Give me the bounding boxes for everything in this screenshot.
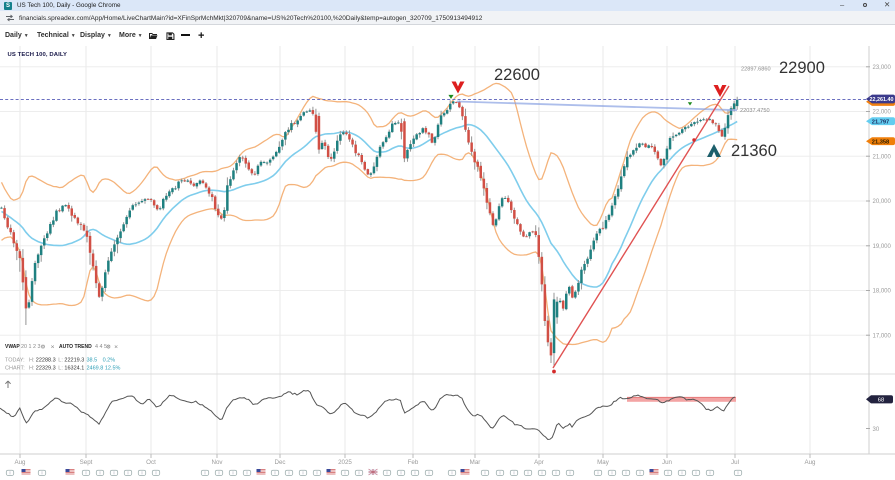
svg-text:22219.3: 22219.3: [64, 358, 84, 364]
svg-text:21360: 21360: [731, 142, 777, 160]
svg-text:Nov: Nov: [211, 459, 223, 466]
svg-text:Jun: Jun: [662, 459, 673, 466]
svg-text:21,000: 21,000: [873, 154, 892, 160]
svg-text:21,797: 21,797: [872, 119, 889, 125]
svg-text:Dec: Dec: [274, 459, 285, 466]
svg-text:AUTO TREND: AUTO TREND: [59, 344, 92, 350]
svg-text:VWAP: VWAP: [5, 344, 20, 350]
svg-text:68: 68: [878, 398, 884, 404]
svg-text:19,000: 19,000: [873, 244, 892, 250]
svg-text:L:: L:: [58, 358, 63, 364]
svg-text:22600: 22600: [494, 66, 540, 84]
svg-text:22,000: 22,000: [873, 110, 892, 116]
svg-text:H:: H:: [29, 366, 35, 372]
svg-text:17,000: 17,000: [873, 333, 892, 339]
svg-text:22,261.40: 22,261.40: [870, 97, 894, 103]
svg-text:0.2%: 0.2%: [103, 358, 116, 364]
svg-text:38.5: 38.5: [87, 358, 98, 364]
svg-text:22288.3: 22288.3: [36, 358, 56, 364]
svg-text:Sept: Sept: [80, 459, 93, 466]
svg-text:H:: H:: [29, 358, 35, 364]
svg-text:TODAY:: TODAY:: [5, 358, 25, 364]
svg-text:4 4 5: 4 4 5: [95, 344, 107, 350]
svg-text:22897.6860: 22897.6860: [741, 67, 771, 73]
svg-text:Apr: Apr: [534, 459, 544, 466]
svg-text:⚙: ⚙: [106, 344, 111, 351]
svg-text:30: 30: [873, 427, 880, 433]
svg-text:✕: ✕: [51, 345, 55, 351]
svg-text:L:: L:: [58, 366, 63, 372]
svg-text:Oct: Oct: [146, 459, 156, 466]
svg-text:2025: 2025: [338, 459, 352, 466]
svg-text:22329.3: 22329.3: [36, 366, 56, 372]
svg-text:20,000: 20,000: [873, 199, 892, 205]
svg-text:21,358: 21,358: [872, 139, 889, 145]
svg-text:18,000: 18,000: [873, 289, 892, 295]
svg-text:May: May: [597, 459, 610, 466]
svg-text:⚙: ⚙: [41, 344, 46, 351]
svg-text:Mar: Mar: [470, 459, 481, 466]
svg-text:16324.1: 16324.1: [64, 366, 84, 372]
svg-text:22037.4750: 22037.4750: [740, 108, 770, 114]
svg-text:Aug: Aug: [804, 459, 816, 466]
svg-text:Jul: Jul: [731, 459, 739, 466]
svg-text:CHART:: CHART:: [5, 366, 25, 372]
svg-text:Feb: Feb: [408, 459, 419, 466]
svg-text:23,000: 23,000: [873, 65, 892, 71]
svg-text:✕: ✕: [114, 345, 118, 351]
svg-text:22900: 22900: [779, 59, 825, 77]
svg-text:2469.8 12.5%: 2469.8 12.5%: [87, 366, 121, 372]
svg-text:Aug: Aug: [14, 459, 26, 466]
svg-text:20 1 2 3: 20 1 2 3: [21, 344, 40, 350]
